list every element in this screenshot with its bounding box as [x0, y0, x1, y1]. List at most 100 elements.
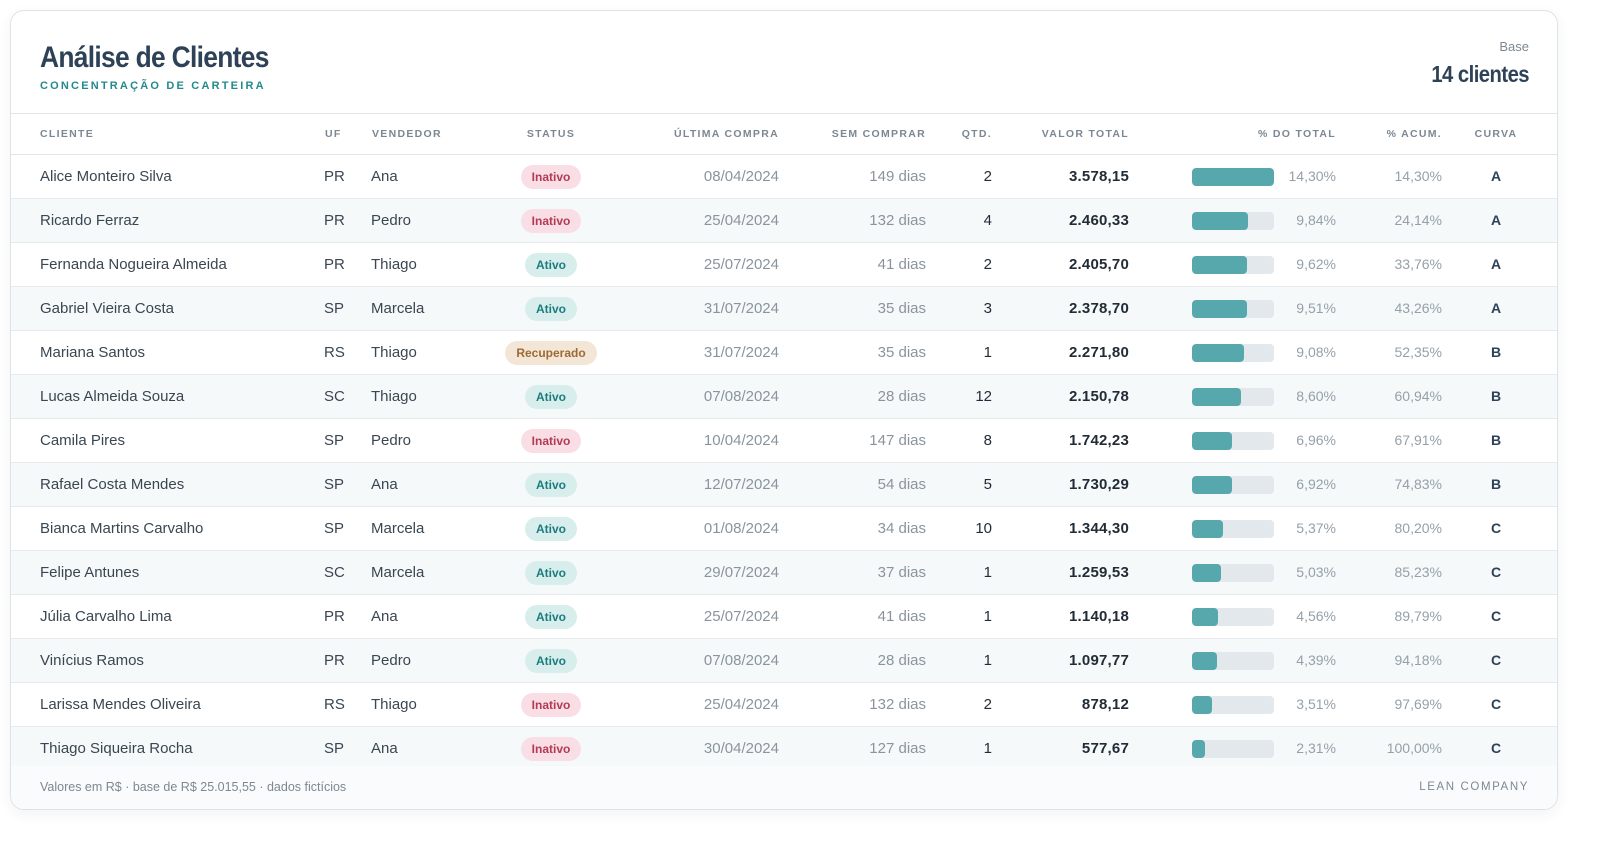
- cell-pct-total: 5,03%: [1296, 564, 1336, 580]
- cell-valor-total: 1.259,53: [1069, 564, 1129, 581]
- cell-vendedor: Thiago: [371, 256, 417, 273]
- cell-cliente: Thiago Siqueira Rocha: [40, 740, 193, 757]
- share-bar-fill: [1192, 256, 1248, 274]
- share-bar-track: [1192, 432, 1274, 450]
- cell-curva: A: [1490, 168, 1502, 184]
- table-row[interactable]: Bianca Martins Carvalho SP Marcela Ativo 01/…: [11, 507, 1557, 551]
- cell-cliente: Felipe Antunes: [40, 564, 140, 581]
- cell-uf: SC: [324, 564, 345, 581]
- cell-pct-acum: 14,30%: [1394, 168, 1442, 184]
- column-header-qtd[interactable]: QTD.: [961, 128, 992, 140]
- column-header-cliente[interactable]: CLIENTE: [40, 128, 95, 140]
- cell-sem-comprar: 41 dias: [877, 608, 926, 625]
- cell-share-bar: [1192, 727, 1274, 770]
- cell-valor-total: 1.140,18: [1069, 608, 1129, 625]
- cell-pct-acum: 74,83%: [1394, 476, 1442, 492]
- cell-ultima-compra: 25/07/2024: [703, 256, 779, 273]
- cell-share-bar: [1192, 683, 1274, 726]
- cell-sem-comprar: 132 dias: [869, 696, 926, 713]
- column-header-sem-comprar[interactable]: SEM COMPRAR: [831, 128, 926, 140]
- share-bar-fill: [1192, 740, 1206, 758]
- status-badge: Ativo: [525, 517, 577, 542]
- cell-pct-acum: 33,76%: [1394, 256, 1442, 272]
- cell-cliente: Júlia Carvalho Lima: [40, 608, 172, 625]
- table-row[interactable]: Thiago Siqueira Rocha SP Ana Inativo 30/04/2…: [11, 727, 1557, 771]
- table-row[interactable]: Gabriel Vieira Costa SP Marcela Ativo 31/07/…: [11, 287, 1557, 331]
- cell-valor-total: 2.378,70: [1069, 300, 1129, 317]
- table-row[interactable]: Felipe Antunes SC Marcela Ativo 29/07/2024 37…: [11, 551, 1557, 595]
- status-badge: Inativo: [520, 165, 582, 190]
- column-header-uf[interactable]: UF: [325, 128, 342, 140]
- cell-uf: SP: [324, 740, 345, 757]
- cell-sem-comprar: 35 dias: [877, 344, 926, 361]
- cell-ultima-compra: 01/08/2024: [703, 520, 779, 537]
- page-subtitle: CONCENTRAÇÃO DE CARTEIRA: [40, 80, 266, 92]
- cell-sem-comprar: 34 dias: [877, 520, 926, 537]
- status-badge: Ativo: [525, 385, 577, 410]
- status-badge: Ativo: [525, 253, 577, 278]
- column-header-pct-acum[interactable]: % ACUM.: [1386, 128, 1442, 140]
- table-row[interactable]: Lucas Almeida Souza SC Thiago Ativo 07/08/20…: [11, 375, 1557, 419]
- column-header-vendedor[interactable]: VENDEDOR: [372, 128, 442, 140]
- table-row[interactable]: Fernanda Nogueira Almeida PR Thiago Ativo 25…: [11, 243, 1557, 287]
- cell-pct-acum: 100,00%: [1386, 740, 1442, 756]
- cell-uf: RS: [324, 696, 345, 713]
- cell-uf: PR: [324, 608, 345, 625]
- table-row[interactable]: Ricardo Ferraz PR Pedro Inativo 25/04/2024 13…: [11, 199, 1557, 243]
- cell-qtd: 2: [983, 696, 992, 713]
- share-bar-fill: [1192, 564, 1221, 582]
- table-row[interactable]: Camila Pires SP Pedro Inativo 10/04/2024 147 …: [11, 419, 1557, 463]
- cell-sem-comprar: 147 dias: [869, 432, 926, 449]
- share-bar-track: [1192, 300, 1274, 318]
- cell-qtd: 1: [983, 608, 992, 625]
- cell-qtd: 2: [983, 168, 992, 185]
- cell-valor-total: 1.344,30: [1069, 520, 1129, 537]
- status-badge: Inativo: [520, 209, 582, 234]
- cell-qtd: 8: [983, 432, 992, 449]
- cell-pct-total: 14,30%: [1288, 168, 1336, 184]
- cell-status: Ativo: [491, 639, 611, 682]
- table-row[interactable]: Rafael Costa Mendes SP Ana Ativo 12/07/2024 5…: [11, 463, 1557, 507]
- status-badge: Inativo: [520, 429, 582, 454]
- card-footer: Valores em R$ · base de R$ 25.015,55 · d…: [11, 766, 1557, 809]
- cell-pct-total: 9,51%: [1296, 300, 1336, 316]
- cell-valor-total: 2.405,70: [1069, 256, 1129, 273]
- share-bar-track: [1192, 344, 1274, 362]
- share-bar-track: [1192, 652, 1274, 670]
- table-row[interactable]: Alice Monteiro Silva PR Ana Inativo 08/04/20…: [11, 155, 1557, 199]
- cell-valor-total: 2.271,80: [1069, 344, 1129, 361]
- column-header-status[interactable]: STATUS: [526, 128, 576, 140]
- share-bar-fill: [1192, 344, 1245, 362]
- share-bar-fill: [1192, 388, 1242, 406]
- column-header-curva[interactable]: CURVA: [1474, 128, 1518, 140]
- table-row[interactable]: Vinícius Ramos PR Pedro Ativo 07/08/2024 28 d…: [11, 639, 1557, 683]
- cell-share-bar: [1192, 331, 1274, 374]
- status-badge: Ativo: [525, 605, 577, 630]
- cell-sem-comprar: 37 dias: [877, 564, 926, 581]
- share-bar-fill: [1192, 608, 1219, 626]
- table-row[interactable]: Júlia Carvalho Lima PR Ana Ativo 25/07/2024 4…: [11, 595, 1557, 639]
- cell-share-bar: [1192, 419, 1274, 462]
- column-header-ultima-compra[interactable]: ÚLTIMA COMPRA: [674, 128, 779, 140]
- share-bar-track: [1192, 212, 1274, 230]
- table-row[interactable]: Mariana Santos RS Thiago Recuperado 31/07/20…: [11, 331, 1557, 375]
- column-header-pct-total[interactable]: % DO TOTAL: [1258, 128, 1336, 140]
- column-header-valor-total[interactable]: VALOR TOTAL: [1041, 128, 1129, 140]
- status-badge: Ativo: [525, 297, 577, 322]
- cell-pct-total: 9,84%: [1296, 212, 1336, 228]
- cell-pct-acum: 67,91%: [1394, 432, 1442, 448]
- cell-sem-comprar: 35 dias: [877, 300, 926, 317]
- share-bar-fill: [1192, 300, 1247, 318]
- cell-status: Ativo: [491, 595, 611, 638]
- table-row[interactable]: Larissa Mendes Oliveira RS Thiago Inativo 25…: [11, 683, 1557, 727]
- cell-vendedor: Marcela: [371, 564, 425, 581]
- cell-sem-comprar: 41 dias: [877, 256, 926, 273]
- base-label: Base: [1499, 39, 1529, 54]
- cell-ultima-compra: 10/04/2024: [703, 432, 779, 449]
- share-bar-track: [1192, 520, 1274, 538]
- cell-curva: B: [1490, 476, 1502, 492]
- status-badge: Inativo: [520, 737, 582, 762]
- share-bar-fill: [1192, 168, 1274, 186]
- cell-vendedor: Thiago: [371, 696, 417, 713]
- base-count: 14 clientes: [1431, 61, 1529, 87]
